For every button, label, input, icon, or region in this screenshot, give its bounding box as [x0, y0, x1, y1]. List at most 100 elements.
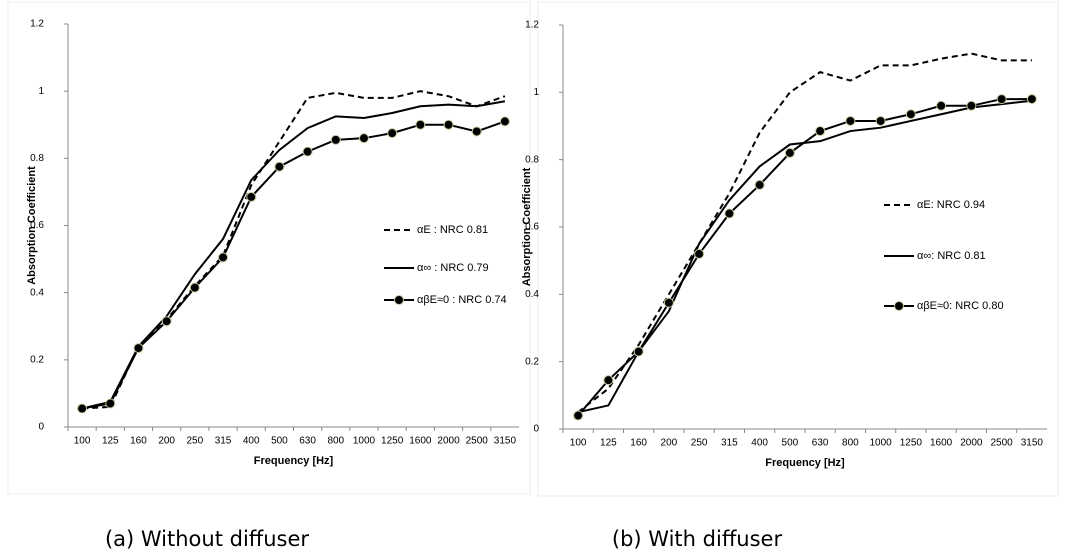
y-tick-label: 1.2 — [525, 20, 539, 31]
series-marker — [105, 398, 116, 409]
series-marker — [996, 94, 1007, 105]
y-tick-label: 0.2 — [525, 356, 539, 367]
x-tick-label: 1000 — [870, 438, 893, 449]
series-marker — [694, 248, 705, 259]
x-tick-label: 2500 — [991, 438, 1014, 449]
caption: (b) With diffuser — [612, 527, 783, 551]
x-tick-label: 2500 — [466, 436, 489, 447]
series-line — [577, 52, 1032, 413]
x-tick-label: 1600 — [409, 436, 432, 447]
x-tick-label: 200 — [158, 436, 175, 447]
series-marker — [133, 343, 144, 354]
x-tick-label: 1250 — [381, 436, 404, 447]
series-marker — [663, 297, 674, 308]
x-axis-title: Frequency [Hz] — [765, 457, 845, 469]
series-marker — [845, 115, 856, 126]
x-tick-label: 3150 — [494, 436, 517, 447]
series-marker — [603, 375, 614, 386]
series-marker — [358, 133, 369, 144]
y-tick-label: 0.4 — [30, 287, 44, 298]
x-tick-label: 630 — [812, 438, 829, 449]
y-tick-label: 0.6 — [30, 220, 44, 231]
series-marker — [754, 179, 765, 190]
x-tick-label: 2000 — [437, 436, 460, 447]
series-line — [81, 120, 506, 410]
series-marker — [218, 252, 229, 263]
y-tick-label: 0.6 — [525, 222, 539, 233]
x-tick-label: 160 — [130, 436, 147, 447]
legend-label: αE : NRC 0.81 — [417, 224, 488, 236]
y-tick-label: 0.4 — [525, 289, 539, 300]
y-tick-label: 1 — [38, 86, 44, 97]
series-marker — [161, 316, 172, 327]
series-marker — [875, 115, 886, 126]
series-marker — [387, 128, 398, 139]
panel-frame — [537, 1, 1059, 497]
x-tick-label: 500 — [271, 436, 288, 447]
y-tick-label: 1.2 — [30, 19, 44, 30]
series-marker — [784, 147, 795, 158]
caption: (a) Without diffuser — [105, 527, 309, 551]
series-marker — [633, 346, 644, 357]
y-tick-label: 0.2 — [30, 354, 44, 365]
series-marker — [274, 161, 285, 172]
legend-label: α∞ : NRC 0.79 — [417, 262, 489, 274]
y-axis-title: Absorption Coefficient — [26, 166, 38, 285]
x-tick-label: 1600 — [930, 438, 953, 449]
x-tick-label: 250 — [187, 436, 204, 447]
series-marker — [573, 410, 584, 421]
legend-label: αβE≈0: NRC 0.80 — [917, 300, 1004, 312]
x-tick-label: 1000 — [353, 436, 376, 447]
y-axis-title: Absorption Coefficient — [521, 167, 533, 286]
y-tick-label: 0 — [533, 424, 539, 435]
series-line — [577, 98, 1032, 417]
y-tick-label: 0.8 — [525, 154, 539, 165]
x-tick-label: 100 — [570, 438, 587, 449]
legend-label: αE: NRC 0.94 — [917, 199, 985, 211]
x-tick-label: 400 — [751, 438, 768, 449]
x-tick-label: 250 — [691, 438, 708, 449]
series-line — [82, 90, 506, 410]
x-tick-label: 630 — [299, 436, 316, 447]
series-marker — [330, 134, 341, 145]
x-tick-label: 315 — [721, 438, 738, 449]
series-marker — [471, 126, 482, 137]
legend-label: α∞: NRC 0.81 — [917, 250, 986, 262]
x-tick-label: 800 — [842, 438, 859, 449]
series-marker — [302, 146, 313, 157]
y-tick-label: 0.8 — [30, 153, 44, 164]
x-tick-label: 125 — [600, 438, 617, 449]
legend-label: αβE≈0 : NRC 0.74 — [417, 294, 507, 306]
x-tick-label: 2000 — [960, 438, 983, 449]
series-marker — [724, 208, 735, 219]
y-tick-label: 1 — [533, 87, 539, 98]
series-marker — [815, 126, 826, 137]
series-marker — [1026, 94, 1037, 105]
series-marker — [189, 282, 200, 293]
series-marker — [443, 119, 454, 130]
series-marker — [499, 116, 510, 127]
series-marker — [246, 191, 257, 202]
x-tick-label: 500 — [782, 438, 799, 449]
x-tick-label: 125 — [102, 436, 119, 447]
legend-marker — [894, 301, 904, 311]
series-marker — [415, 119, 426, 130]
x-tick-label: 1250 — [900, 438, 923, 449]
series-marker — [966, 100, 977, 111]
series-marker — [936, 100, 947, 111]
x-tick-label: 315 — [215, 436, 232, 447]
y-tick-label: 0 — [38, 422, 44, 433]
x-tick-label: 400 — [243, 436, 260, 447]
x-axis-title: Frequency [Hz] — [254, 455, 334, 467]
panel-frame — [7, 1, 531, 495]
x-tick-label: 3150 — [1021, 438, 1044, 449]
x-tick-label: 100 — [74, 436, 91, 447]
series-marker — [77, 403, 88, 414]
x-tick-label: 200 — [661, 438, 678, 449]
x-tick-label: 800 — [327, 436, 344, 447]
legend-marker — [394, 295, 404, 305]
series-line — [81, 100, 506, 410]
series-marker — [905, 109, 916, 120]
x-tick-label: 160 — [630, 438, 647, 449]
